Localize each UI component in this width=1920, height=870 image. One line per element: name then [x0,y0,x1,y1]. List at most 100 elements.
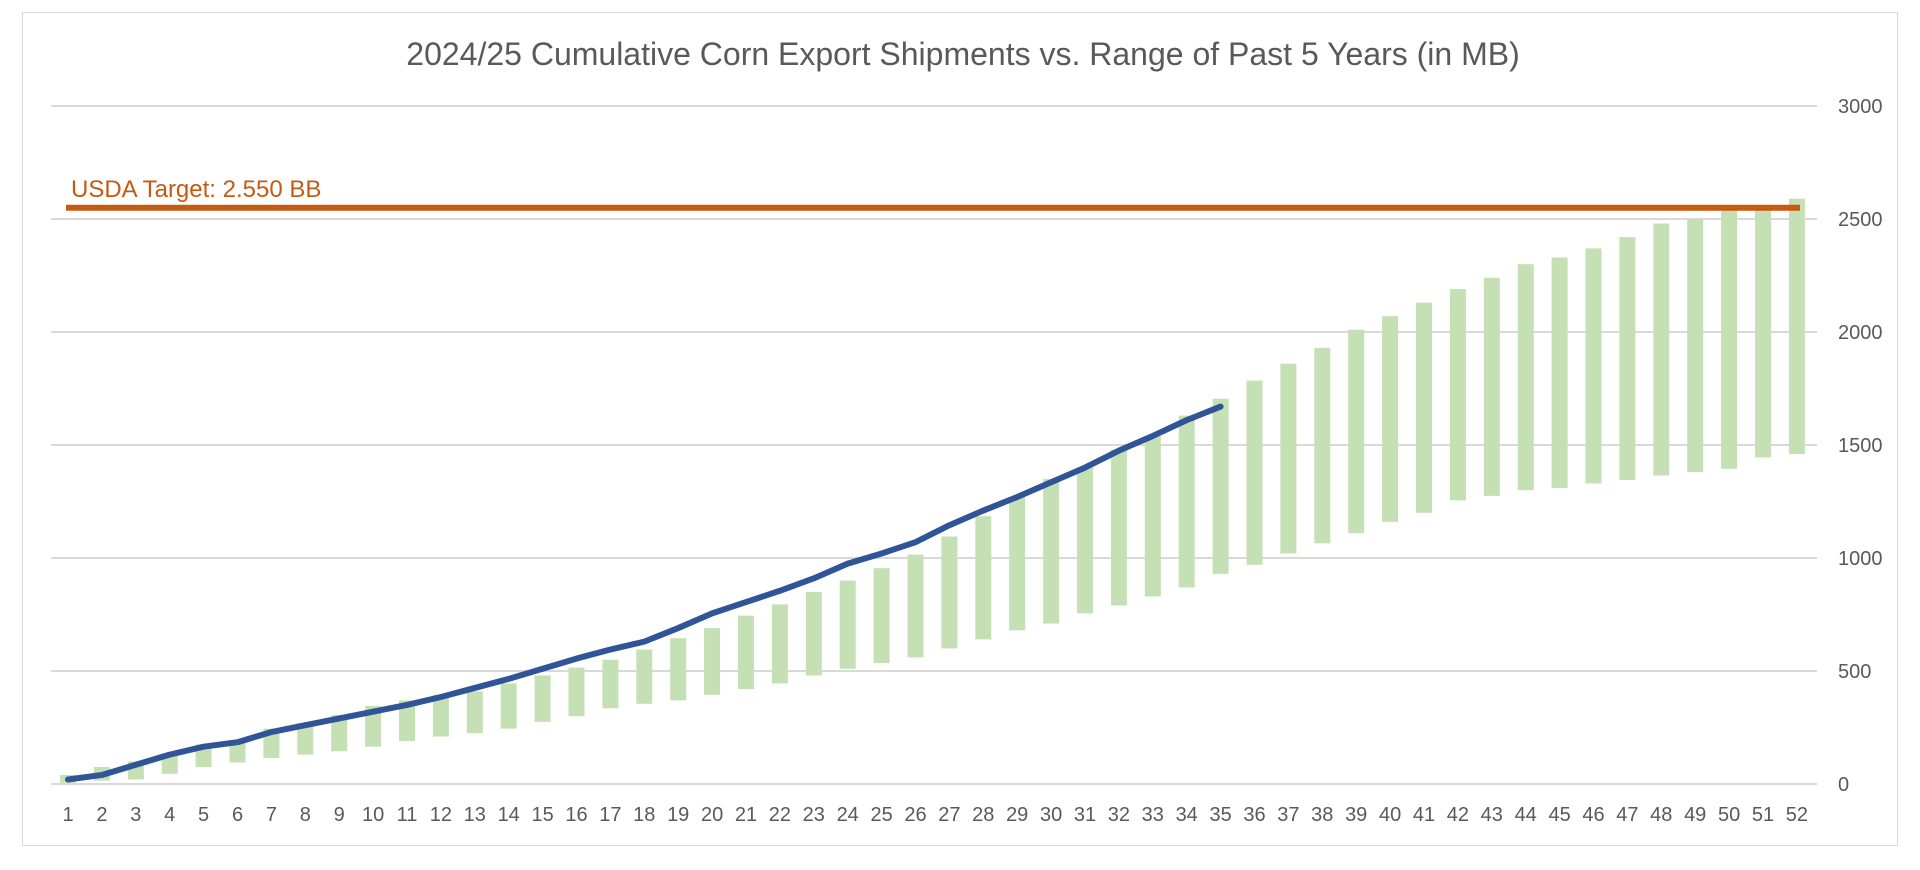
y-tick-label: 1500 [1838,435,1883,457]
range-bar [704,628,721,695]
range-bar [1144,435,1161,597]
x-tick-label: 51 [1752,804,1774,826]
range-bar [1585,248,1602,484]
x-tick-label: 28 [972,804,994,826]
range-bar [907,554,924,658]
range-bar [466,691,483,734]
x-tick-label: 9 [334,804,345,826]
chart-frame [22,12,1898,846]
range-bar [941,536,958,649]
x-tick-label: 16 [565,804,587,826]
range-bar [1246,380,1263,565]
range-bar [1382,316,1399,522]
range-bar [1416,302,1432,513]
y-tick-label: 1000 [1838,548,1883,570]
x-tick-label: 46 [1582,804,1604,826]
range-bar [1687,219,1704,473]
x-tick-label: 21 [735,804,757,826]
x-tick-label: 32 [1108,804,1130,826]
range-bar [975,516,992,640]
x-axis-labels: 1 2 3 4 5 6 7 8 9 10 11 12 13 14 15 16 17 18 19 20 21 22 23 24 2… [62,804,1808,826]
range-bar [1483,277,1500,496]
range-bar [1721,209,1738,469]
range-bar [1314,347,1331,544]
y-tick-label: 2500 [1838,209,1883,231]
x-tick-label: 50 [1718,804,1740,826]
x-tick-label: 23 [803,804,825,826]
range-bar [1653,223,1670,476]
range-bar [805,591,822,676]
range-bar [568,667,585,717]
range-bar [771,604,788,684]
chart-title: 2024/25 Cumulative Corn Export Shipments… [406,36,1519,72]
range-bar [534,675,551,722]
x-tick-label: 14 [498,804,520,826]
x-tick-label: 49 [1684,804,1706,826]
x-tick-label: 24 [837,804,859,826]
x-tick-label: 18 [633,804,655,826]
x-tick-label: 22 [769,804,791,826]
range-bar [1449,289,1466,501]
x-tick-label: 8 [300,804,311,826]
x-tick-label: 37 [1277,804,1299,826]
range-bar [636,649,653,704]
x-tick-label: 45 [1548,804,1570,826]
x-tick-label: 4 [164,804,175,826]
range-bars [60,198,1805,783]
range-bar [738,615,754,690]
x-tick-label: 19 [667,804,689,826]
x-tick-label: 12 [430,804,452,826]
x-tick-label: 27 [938,804,960,826]
range-bar [161,755,178,774]
range-bar [602,659,619,709]
x-tick-label: 5 [198,804,209,826]
range-bar [365,706,382,747]
y-tick-label: 500 [1838,661,1871,683]
x-tick-label: 31 [1074,804,1096,826]
range-bar [839,580,856,669]
x-tick-label: 42 [1447,804,1469,826]
range-bar [670,638,687,701]
range-bar [1280,363,1297,554]
x-tick-label: 11 [397,804,418,826]
current-line [65,403,1224,783]
x-tick-label: 1 [62,804,73,826]
range-bar [1110,449,1127,606]
range-bar [1043,478,1060,624]
range-bar [1788,198,1805,455]
range-bar [500,683,517,729]
x-tick-label: 3 [130,804,141,826]
x-tick-label: 48 [1650,804,1672,826]
x-tick-label: 36 [1243,804,1265,826]
x-tick-label: 40 [1379,804,1401,826]
range-bar [1212,398,1229,574]
range-bar [1517,264,1534,491]
x-tick-label: 2 [96,804,107,826]
range-bar [297,722,314,755]
x-tick-label: 44 [1515,804,1537,826]
x-tick-label: 38 [1311,804,1333,826]
range-bar [432,694,449,737]
x-tick-label: 17 [599,804,621,826]
range-bar [1619,237,1636,481]
x-tick-label: 39 [1345,804,1367,826]
x-tick-label: 6 [232,804,243,826]
x-tick-label: 15 [531,804,553,826]
y-axis-labels: 0 500 1000 1500 2000 2500 3000 [1838,96,1883,796]
target-label: USDA Target: 2.550 BB [71,176,321,203]
gridlines [51,105,1817,785]
range-bar [1009,496,1026,631]
y-tick-label: 0 [1838,774,1849,796]
x-tick-label: 34 [1176,804,1198,826]
x-tick-label: 33 [1142,804,1164,826]
x-tick-label: 30 [1040,804,1062,826]
x-tick-label: 52 [1786,804,1808,826]
range-bar [399,700,415,742]
x-tick-label: 29 [1006,804,1028,826]
x-tick-label: 26 [904,804,926,826]
y-tick-label: 2000 [1838,322,1883,344]
range-bar [1077,467,1093,614]
x-tick-label: 10 [362,804,384,826]
usda-target: USDA Target: 2.550 BB [66,176,1800,211]
x-tick-label: 35 [1209,804,1231,826]
